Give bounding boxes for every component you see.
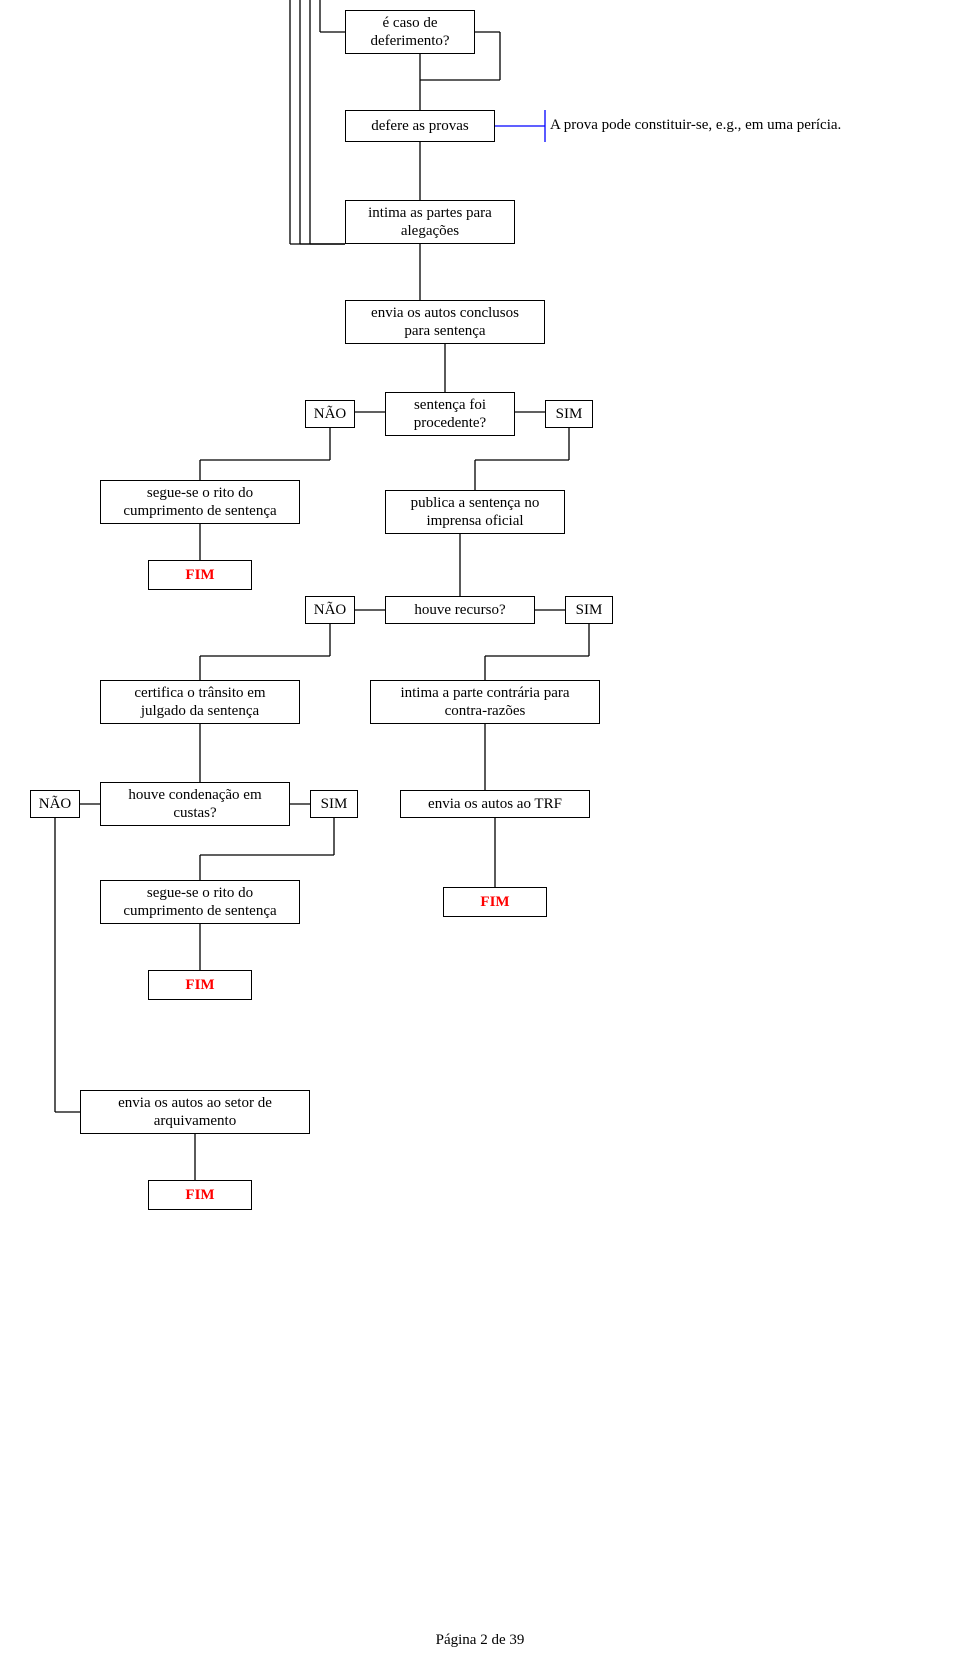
tag-sim-1: SIM — [545, 400, 593, 428]
node-publica-sentenca: publica a sentença noimprensa oficial — [385, 490, 565, 534]
node-houve-recurso: houve recurso? — [385, 596, 535, 624]
connector-lines — [0, 0, 960, 1680]
node-envia-trf: envia os autos ao TRF — [400, 790, 590, 818]
tag-sim-3: SIM — [310, 790, 358, 818]
node-segue-rito-2: segue-se o rito documprimento de sentenç… — [100, 880, 300, 924]
tag-nao-1: NÃO — [305, 400, 355, 428]
node-caso-deferimento: é caso dedeferimento? — [345, 10, 475, 54]
node-fim-1: FIM — [148, 560, 252, 590]
node-intima-partes: intima as partes paraalegações — [345, 200, 515, 244]
node-envia-arquivamento: envia os autos ao setor dearquivamento — [80, 1090, 310, 1134]
flowchart-canvas: é caso dedeferimento? defere as provas A… — [0, 0, 960, 1680]
node-fim-3: FIM — [148, 970, 252, 1000]
node-intima-contraria: intima a parte contrária paracontra-razõ… — [370, 680, 600, 724]
node-sentenca-procedente: sentença foiprocedente? — [385, 392, 515, 436]
node-segue-rito-1: segue-se o rito documprimento de sentenç… — [100, 480, 300, 524]
node-fim-4: FIM — [148, 1180, 252, 1210]
node-certifica-transito: certifica o trânsito emjulgado da senten… — [100, 680, 300, 724]
page-footer: Página 2 de 39 — [0, 1632, 960, 1649]
node-envia-conclusos: envia os autos conclusospara sentença — [345, 300, 545, 344]
node-houve-condenacao: houve condenação emcustas? — [100, 782, 290, 826]
note-prova-pericia: A prova pode constituir-se, e.g., em uma… — [550, 116, 930, 134]
tag-sim-2: SIM — [565, 596, 613, 624]
tag-nao-3: NÃO — [30, 790, 80, 818]
node-defere-provas: defere as provas — [345, 110, 495, 142]
node-fim-2: FIM — [443, 887, 547, 917]
tag-nao-2: NÃO — [305, 596, 355, 624]
